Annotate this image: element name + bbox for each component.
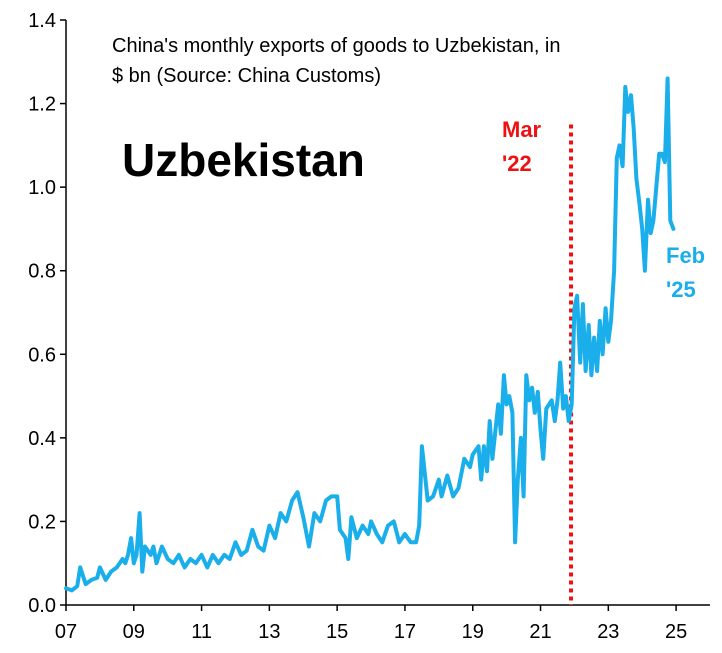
x-tick-label: 21 xyxy=(529,621,551,643)
chart-title-line-2: $ bn (Source: China Customs) xyxy=(112,65,381,87)
y-tick-label: 0.2 xyxy=(28,511,56,533)
chart-title-line-1: China's monthly exports of goods to Uzbe… xyxy=(112,35,561,57)
x-axis-ticks: 07 09 11 13 15 17 19 21 23 25 xyxy=(55,605,687,643)
y-tick-label: 1.0 xyxy=(28,177,56,199)
x-tick-label: 07 xyxy=(55,621,77,643)
y-tick-label: 0.8 xyxy=(28,261,56,283)
axes xyxy=(65,20,710,606)
x-tick-label: 13 xyxy=(258,621,280,643)
y-axis-ticks: 0.0 0.2 0.4 0.6 0.8 1.0 1.2 1.4 xyxy=(28,10,66,617)
y-tick-label: 0.4 xyxy=(28,428,56,450)
x-tick-label: 15 xyxy=(326,621,348,643)
marker-label-line-2: '22 xyxy=(502,151,532,176)
y-tick-label: 1.2 xyxy=(28,94,56,116)
end-label-line-1: Feb xyxy=(666,243,705,268)
x-tick-label: 23 xyxy=(597,621,619,643)
y-tick-label: 0.0 xyxy=(28,595,56,617)
x-tick-label: 25 xyxy=(665,621,687,643)
x-tick-label: 19 xyxy=(462,621,484,643)
x-tick-label: 11 xyxy=(191,621,212,643)
end-label-line-2: '25 xyxy=(666,277,696,302)
y-tick-label: 0.6 xyxy=(28,344,56,366)
series-line-uzbekistan-exports xyxy=(64,76,676,593)
x-tick-label: 09 xyxy=(123,621,145,643)
country-label: Uzbekistan xyxy=(122,134,365,186)
marker-label-line-1: Mar xyxy=(502,117,542,142)
y-tick-label: 1.4 xyxy=(28,10,56,32)
x-tick-label: 17 xyxy=(394,621,416,643)
